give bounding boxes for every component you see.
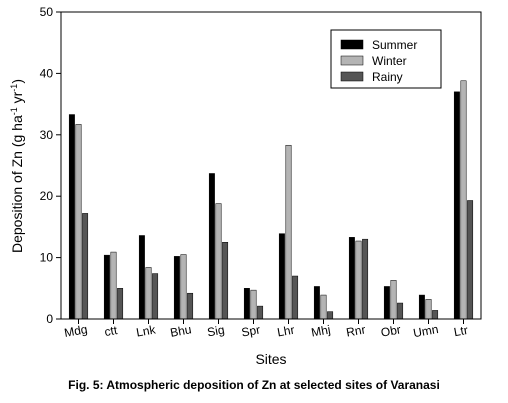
x-tick-label: Mhj — [310, 322, 331, 339]
bar-rainy-bhu — [187, 292, 194, 320]
bar-winter-ctt — [110, 251, 117, 320]
bar-rainy-lnk — [152, 273, 159, 320]
bar-winter-mdg — [75, 124, 82, 320]
y-axis-label: Deposition of Zn (g ha-1 yr-1) — [9, 79, 25, 253]
x-tick-label: Rnr — [345, 322, 366, 339]
bar-winter-sig — [215, 203, 222, 320]
bar-summer-obr — [383, 286, 390, 320]
bar-summer-spr — [243, 288, 250, 320]
x-tick-label: Obr — [380, 322, 402, 339]
bar-summer-bhu — [173, 256, 180, 320]
x-tick-label: Spr — [240, 323, 261, 340]
y-axis-ticks: 0 10 20 30 40 50 — [40, 5, 61, 326]
chart: 0 10 20 30 40 50 Mdg ctt Lnk Bhu Sig Spr Lhr Mhj Rnr O… — [9, 5, 482, 367]
legend-swatch-winter — [340, 55, 364, 66]
bar-rainy-mdg — [82, 213, 89, 320]
bar-summer-umn — [418, 294, 425, 320]
bar-summer-mdg — [68, 114, 75, 320]
x-axis-label: Sites — [255, 351, 286, 367]
x-axis-ticks: Mdg ctt Lnk Bhu Sig Spr Lhr Mhj Rnr Obr Umn Ltr — [63, 319, 469, 340]
bar-winter-rnr — [355, 240, 362, 320]
y-tick-label: 20 — [40, 189, 54, 203]
bar-rainy-obr — [397, 302, 404, 320]
bar-rainy-spr — [257, 305, 264, 320]
bar-rainy-ltr — [467, 200, 474, 320]
x-tick-label: Lnk — [135, 322, 157, 339]
bar-winter-umn — [425, 299, 432, 320]
legend-label-summer: Summer — [372, 38, 417, 52]
plot-frame — [60, 11, 482, 320]
bar-winter-ltr — [460, 80, 467, 320]
bar-summer-mhj — [313, 286, 320, 320]
bar-winter-obr — [390, 280, 397, 320]
bar-summer-ctt — [103, 254, 110, 320]
bar-summer-ltr — [453, 91, 460, 320]
y-tick-label: 50 — [40, 5, 54, 19]
bar-summer-lnk — [138, 235, 145, 320]
legend-swatch-rainy — [340, 71, 364, 82]
legend-label-rainy: Rainy — [372, 70, 403, 84]
y-tick-label: 10 — [40, 251, 54, 265]
bar-winter-bhu — [180, 254, 187, 320]
x-tick-label: Mdg — [63, 322, 88, 340]
bar-rainy-ctt — [117, 288, 124, 320]
bar-winter-mhj — [320, 294, 327, 320]
bar-rainy-umn — [432, 310, 439, 320]
bar-winter-lnk — [145, 267, 152, 320]
x-tick-label: Ltr — [453, 323, 469, 339]
legend-swatch-summer — [340, 39, 364, 50]
bar-summer-sig — [208, 173, 215, 320]
bar-summer-rnr — [348, 237, 355, 320]
bar-rainy-rnr — [362, 238, 369, 320]
x-tick-label: Sig — [206, 323, 226, 340]
bar-rainy-sig — [222, 242, 229, 320]
bar-rainy-lhr — [292, 275, 299, 320]
legend: Summer Winter Rainy — [330, 29, 442, 89]
bar-winter-spr — [250, 289, 257, 320]
x-tick-label: Bhu — [169, 322, 192, 339]
x-tick-label: ctt — [103, 323, 119, 339]
x-tick-label: Umn — [412, 322, 439, 340]
y-tick-label: 30 — [40, 128, 54, 142]
bar-summer-lhr — [278, 233, 285, 320]
bars — [68, 80, 474, 320]
figure-caption: Fig. 5: Atmospheric deposition of Zn at … — [68, 378, 440, 392]
x-tick-label: Lhr — [276, 323, 296, 340]
bar-rainy-mhj — [327, 311, 334, 320]
legend-label-winter: Winter — [372, 54, 407, 68]
y-tick-label: 40 — [40, 66, 54, 80]
y-tick-label: 0 — [46, 312, 53, 326]
bar-winter-lhr — [285, 144, 292, 320]
